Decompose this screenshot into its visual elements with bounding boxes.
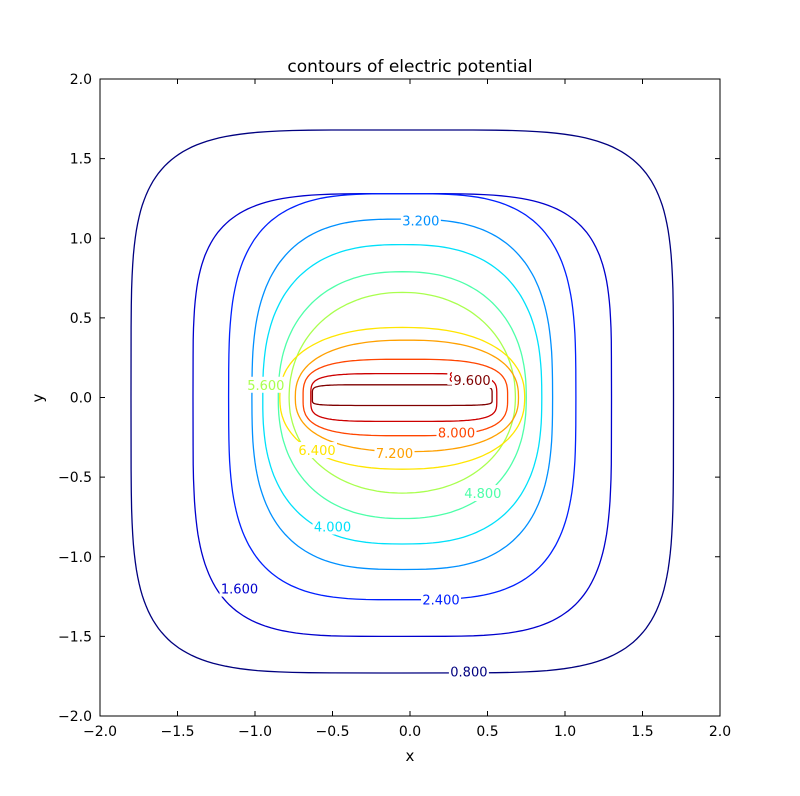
contour-label: 9.600: [453, 374, 490, 389]
x-tick-label: 2.0: [709, 724, 731, 740]
y-tick-label: −1.0: [58, 550, 92, 566]
contour-label-gap: [448, 663, 489, 680]
contour-line: [279, 326, 526, 470]
y-tick-label: 2.0: [70, 72, 92, 88]
contour-label: 4.000: [314, 520, 351, 535]
contour-label: 6.400: [298, 444, 335, 459]
contour-line: [251, 218, 554, 571]
x-tick-label: −1.5: [161, 724, 195, 740]
contour-label: 7.200: [376, 447, 413, 462]
y-tick-label: −1.5: [58, 629, 92, 645]
contour-label-gap: [400, 212, 441, 229]
contour-label-gap: [297, 442, 337, 459]
y-tick-label: 0.5: [70, 311, 92, 327]
contour-line: [294, 339, 520, 453]
contour-label-gap: [462, 485, 503, 502]
x-tick-label: 1.5: [631, 724, 653, 740]
contour-label: 5.600: [247, 379, 284, 394]
chart-title: contours of electric potential: [287, 57, 532, 77]
x-tick-label: −0.5: [316, 724, 350, 740]
y-tick-label: 0.0: [70, 391, 92, 407]
y-tick-label: −0.5: [58, 470, 92, 486]
contour-label-gap: [312, 518, 353, 535]
contour-label: 4.800: [464, 487, 501, 502]
y-axis-ticks: −2.0 −1.5 −1.0 −0.5 0.0 0.5 1.0 1.5 2.0: [58, 72, 720, 725]
contour-lines: [130, 129, 675, 674]
contour-label-gap: [245, 376, 286, 393]
contour-labels: 0.800 1.600 2.400 3.200 4.000 4.800 5.600 6.400…: [219, 212, 503, 680]
contour-label: 3.200: [402, 215, 439, 230]
y-tick-label: 1.5: [70, 152, 92, 168]
contour-label-gap: [421, 591, 461, 608]
contour-line: [227, 193, 577, 601]
contour-label: 1.600: [221, 583, 258, 598]
contour-line: [130, 129, 675, 674]
contour-line: [288, 291, 517, 494]
contour-line: [277, 271, 527, 520]
x-tick-label: 0.0: [399, 724, 421, 740]
x-tick-label: 1.0: [554, 724, 576, 740]
contour-label-gap: [219, 580, 260, 597]
contour-label-gap: [374, 445, 415, 462]
y-tick-label: 1.0: [70, 231, 92, 247]
x-tick-label: −1.0: [238, 724, 272, 740]
contour-line: [262, 243, 543, 545]
contour-label-gap: [436, 424, 477, 441]
contour-label: 2.400: [422, 594, 459, 609]
x-tick-label: −2.0: [83, 724, 117, 740]
contour-label: 0.800: [450, 665, 487, 680]
y-axis-title: y: [29, 393, 47, 402]
y-tick-label: −2.0: [58, 709, 92, 725]
contour-line: [192, 193, 613, 638]
x-axis-title: x: [406, 747, 415, 765]
contour-label: 8.000: [438, 427, 475, 442]
contour-label-gap: [452, 371, 492, 388]
x-axis-ticks: −2.0 −1.5 −1.0 −0.5 0.0 0.5 1.0 1.5 2.0: [83, 79, 731, 740]
x-tick-label: 0.5: [476, 724, 498, 740]
